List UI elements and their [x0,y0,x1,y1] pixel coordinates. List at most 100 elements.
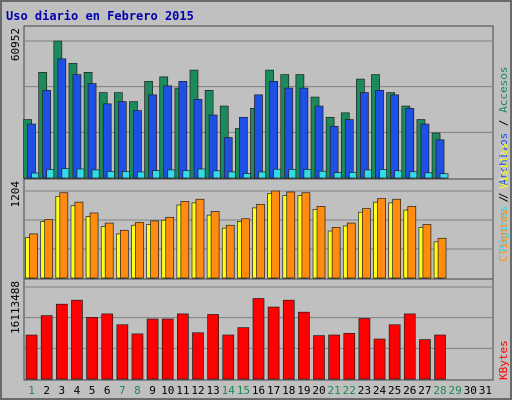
bar-kbytes-day-16 [252,298,265,380]
bar-archivos-day-12 [193,98,203,179]
bar-clientes-day-12 [195,198,205,279]
bar-kbytes-day-19 [298,311,310,380]
bar-kbytes-day-21 [328,334,340,380]
bar-clientes-day-21 [331,227,341,279]
bar-kbytes-day-8 [131,333,144,380]
bar-kbytes-day-1 [25,334,38,380]
x-tick-day-17: 17 [267,384,280,397]
bar-archivos-day-2 [42,89,52,179]
bar-archivos-day-19 [299,87,309,179]
bar-clientes-day-6 [104,222,114,279]
bar-kbytes-day-15 [237,327,250,380]
bar-archivos-day-17 [269,81,278,179]
bar-kbytes-day-20 [313,335,325,380]
x-tick-day-7: 7 [119,384,126,397]
bar-archivos-day-22 [344,119,354,179]
bar-kbytes-day-6 [101,313,114,380]
bar-archivos-day-21 [329,125,339,179]
bar-archivos-day-18 [284,87,294,179]
x-tick-day-10: 10 [161,384,174,397]
bar-archivos-day-23 [360,92,369,179]
x-tick-day-13: 13 [206,384,219,397]
bar-clientes-day-27 [422,224,432,279]
bar-archivos-day-16 [254,94,263,179]
bar-kbytes-day-24 [373,338,386,380]
x-tick-day-18: 18 [282,384,295,397]
bar-clientes-day-3 [59,192,69,279]
bar-archivos-day-11 [178,81,188,179]
bar-clientes-day-23 [362,208,371,279]
bar-clientes-day-24 [377,198,386,279]
bar-clientes-day-26 [407,206,417,279]
legend: Páginas / Archivos / Accesos [497,67,510,252]
bar-clientes-day-11 [180,201,190,279]
bar-archivos-day-5 [87,83,97,179]
bar-kbytes-day-10 [161,318,174,380]
bar-clientes-day-10 [165,216,175,279]
x-tick-day-23: 23 [358,384,371,397]
bar-kbytes-day-28 [434,334,446,380]
x-tick-day-26: 26 [403,384,416,397]
axis-max-label: 1204 [9,181,22,208]
bar-pginas-day-28 [439,173,449,179]
bar-clientes-day-9 [150,220,159,279]
bar-archivos-day-6 [102,103,112,179]
bar-kbytes-day-22 [343,332,356,380]
bar-clientes-day-15 [241,218,250,279]
axis-max-label: 60952 [9,28,22,61]
bar-archivos-day-27 [420,123,430,179]
bar-clientes-day-28 [437,237,447,279]
bar-archivos-day-25 [390,94,400,179]
bar-archivos-day-13 [208,114,218,179]
x-tick-day-25: 25 [388,384,401,397]
bar-clientes-day-4 [74,201,84,279]
x-tick-day-30: 30 [464,384,477,397]
bar-archivos-day-20 [314,105,324,179]
x-tick-day-4: 4 [74,384,81,397]
bar-archivos-day-3 [57,58,67,179]
x-tick-day-27: 27 [418,384,431,397]
bar-clientes-day-5 [89,212,99,279]
bar-clientes-day-22 [346,222,356,279]
bar-kbytes-day-2 [40,315,53,380]
bar-kbytes-day-17 [267,306,280,380]
bar-archivos-day-26 [405,107,415,179]
chart-title: Uso diario en Febrero 2015 [6,9,194,23]
bar-clientes-day-25 [392,198,402,279]
bar-archivos-day-4 [72,74,82,179]
legend-item: KBytes [497,340,510,380]
legend-item: Accesos [497,67,510,113]
legend-separator: / [497,189,510,209]
bar-clientes-day-14 [225,224,235,279]
x-tick-day-5: 5 [89,384,96,397]
bar-clientes-day-2 [44,219,54,279]
axis-max-label: 16113488 [9,281,22,334]
bar-clientes-day-17 [271,190,280,279]
legend-item: Clientes [497,209,510,262]
x-tick-day-3: 3 [59,384,66,397]
bar-clientes-day-20 [316,206,326,279]
bar-archivos-day-1 [27,123,36,179]
legend-separator: / [497,113,510,133]
legend-item: Páginas [497,206,510,252]
legend: KBytes [497,340,510,380]
x-tick-day-12: 12 [191,384,204,397]
x-tick-day-14: 14 [222,384,236,397]
bar-clientes-day-16 [256,203,265,279]
bar-kbytes-day-9 [146,318,159,380]
bar-kbytes-day-14 [222,334,235,380]
bar-kbytes-day-13 [207,314,219,380]
bar-clientes-day-8 [135,222,144,279]
bar-archivos-day-28 [435,139,445,179]
legend-item: Archivos [497,133,510,186]
x-tick-day-31: 31 [479,384,492,397]
bar-archivos-day-9 [148,94,157,179]
legend-item: Visitas [497,143,510,189]
bar-clientes-day-13 [210,211,220,279]
bar-kbytes-day-5 [86,316,98,380]
x-tick-day-16: 16 [252,384,265,397]
bar-kbytes-day-18 [282,299,295,380]
x-tick-day-21: 21 [328,384,341,397]
